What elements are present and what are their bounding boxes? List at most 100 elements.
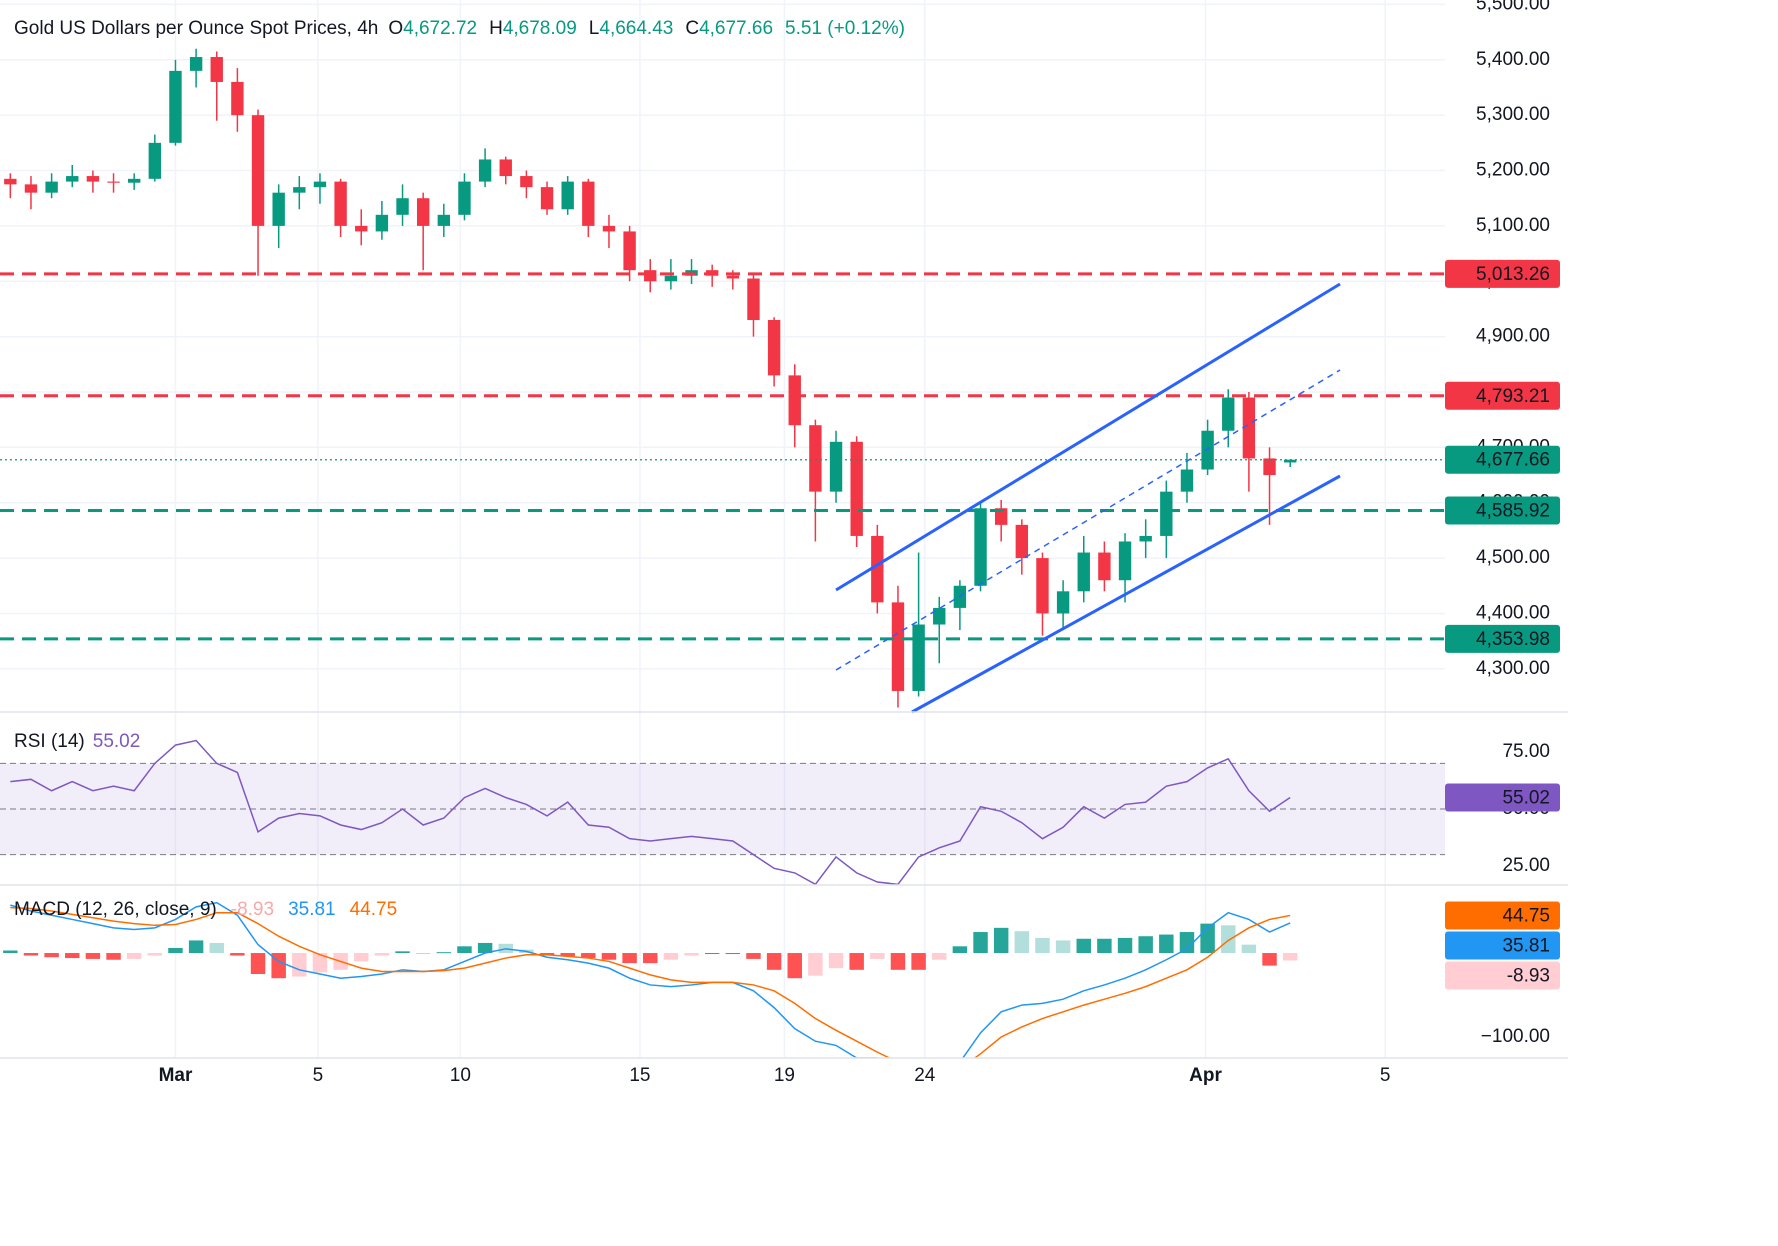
rsi-band: [0, 763, 1445, 855]
macd-histogram-bar: [622, 953, 637, 964]
ohlc-value: 4,672.72: [403, 18, 477, 39]
candle-body: [1098, 552, 1111, 581]
macd-histogram-bar: [312, 953, 328, 973]
candle-body: [189, 57, 203, 71]
ohlc-value: 4,678.09: [503, 18, 577, 39]
candle-body: [726, 275, 740, 279]
macd-histogram-bar: [663, 953, 679, 960]
candle-body: [850, 441, 863, 536]
macd-histogram-bar: [126, 953, 142, 959]
candle-body: [107, 181, 120, 183]
macd-value: 35.81: [288, 899, 336, 920]
price-tag-text: 35.81: [1502, 935, 1550, 956]
macd-histogram-bar: [395, 951, 410, 954]
macd-histogram-bar: [85, 953, 101, 959]
price-tag-text: -8.93: [1507, 965, 1550, 986]
candle-body: [396, 198, 409, 215]
macd-histogram-bar: [436, 952, 452, 954]
candle-body: [602, 225, 616, 232]
ohlc-value: 4,664.43: [599, 18, 673, 39]
price-tag: [1445, 931, 1560, 960]
y-tick-label: 25.00: [1502, 855, 1550, 876]
channel: [835, 282, 1341, 714]
macd-histogram-bar: [828, 953, 844, 969]
price-change: 5.51 (+0.12%): [785, 18, 905, 39]
x-tick-label: Apr: [1189, 1065, 1222, 1086]
price-tag: [1445, 259, 1560, 288]
macd-histogram-bar: [581, 953, 596, 959]
macd-histogram-bar: [354, 953, 369, 962]
macd-histogram-bar: [1282, 953, 1298, 961]
macd-histogram-bar: [1159, 934, 1174, 954]
x-tick-label: 24: [914, 1065, 936, 1086]
price-tag: [1445, 381, 1560, 410]
y-tick-label: 5,400.00: [1476, 49, 1550, 70]
candle-body: [1222, 397, 1235, 431]
macd-histogram-bar: [560, 953, 575, 957]
ohlc-key: O: [388, 18, 403, 39]
candle-body: [478, 159, 492, 182]
candle-body: [809, 425, 822, 492]
price-tag-text: 4,585.92: [1476, 501, 1550, 522]
x-tick-label: 10: [450, 1065, 471, 1086]
candle-body: [582, 181, 595, 226]
y-tick-label: 4,900.00: [1476, 326, 1550, 347]
candle-body: [127, 178, 141, 183]
candle-body: [974, 508, 987, 586]
channel-lower: [911, 474, 1341, 714]
macd-histogram-bar: [374, 953, 390, 956]
candle-body: [45, 181, 58, 193]
macd-histogram-bar: [1221, 925, 1236, 954]
macd-histogram-bar: [209, 942, 224, 954]
price-tag: [1445, 961, 1560, 990]
macd-histogram-bar: [230, 953, 245, 956]
candle-body: [1077, 552, 1090, 592]
candle-body: [458, 181, 471, 215]
labels: Mar 5 10 15 19 24 Apr 5 4,300.00 4,400.00 4,500.00…: [159, 0, 1560, 1086]
candle-body: [416, 198, 430, 226]
candle-body: [334, 181, 347, 226]
y-tick-label: 5,300.00: [1476, 104, 1550, 125]
price-tag: [1445, 624, 1560, 653]
macd-histogram-bar: [1076, 938, 1091, 954]
candle-body: [24, 184, 38, 193]
macd-histogram-bar: [1097, 938, 1112, 954]
channel-mid: [835, 369, 1341, 671]
macd-pane: [3, 901, 1298, 1058]
candle-body: [499, 159, 512, 177]
macd-histogram-bar: [23, 953, 39, 956]
macd-histogram-bar: [250, 953, 266, 975]
candle-body: [375, 214, 389, 232]
macd-histogram-bar: [808, 953, 823, 976]
macd-histogram-bar: [1055, 940, 1071, 954]
macd-histogram-bar: [787, 953, 802, 979]
price-tag-text: 5,013.26: [1476, 264, 1550, 285]
rsi-value: 55.02: [93, 731, 141, 752]
candle-body: [251, 115, 265, 226]
price-tag-text: 44.75: [1502, 905, 1550, 926]
macd-hist-value: -8.93: [231, 899, 274, 920]
candle-body: [313, 181, 327, 188]
macd-histogram-bar: [993, 927, 1009, 954]
rsi-line: [10, 739, 1291, 885]
candle-body: [1036, 558, 1049, 614]
candle-body: [767, 320, 781, 376]
candle-body: [891, 602, 905, 691]
macd-histogram-bar: [766, 953, 782, 970]
macd-histogram-bar: [147, 953, 163, 956]
macd-histogram-bar: [1014, 931, 1030, 954]
macd-histogram-bar: [3, 950, 18, 954]
y-tick-label: −100.00: [1481, 1026, 1550, 1047]
macd-histogram-bar: [106, 953, 121, 960]
y-tick-label: 5,200.00: [1476, 160, 1550, 181]
y-tick-label: 4,400.00: [1476, 602, 1550, 623]
macd-histogram-bar: [746, 953, 761, 959]
grid: [0, 0, 1445, 1058]
macd-histogram-bar: [65, 953, 80, 959]
price-tag: [1445, 901, 1560, 930]
macd-histogram-bar: [643, 953, 658, 964]
candle-body: [520, 176, 533, 188]
candle-body: [1180, 469, 1194, 492]
macd-line: [10, 906, 1291, 1058]
price-pane: [0, 48, 1445, 708]
